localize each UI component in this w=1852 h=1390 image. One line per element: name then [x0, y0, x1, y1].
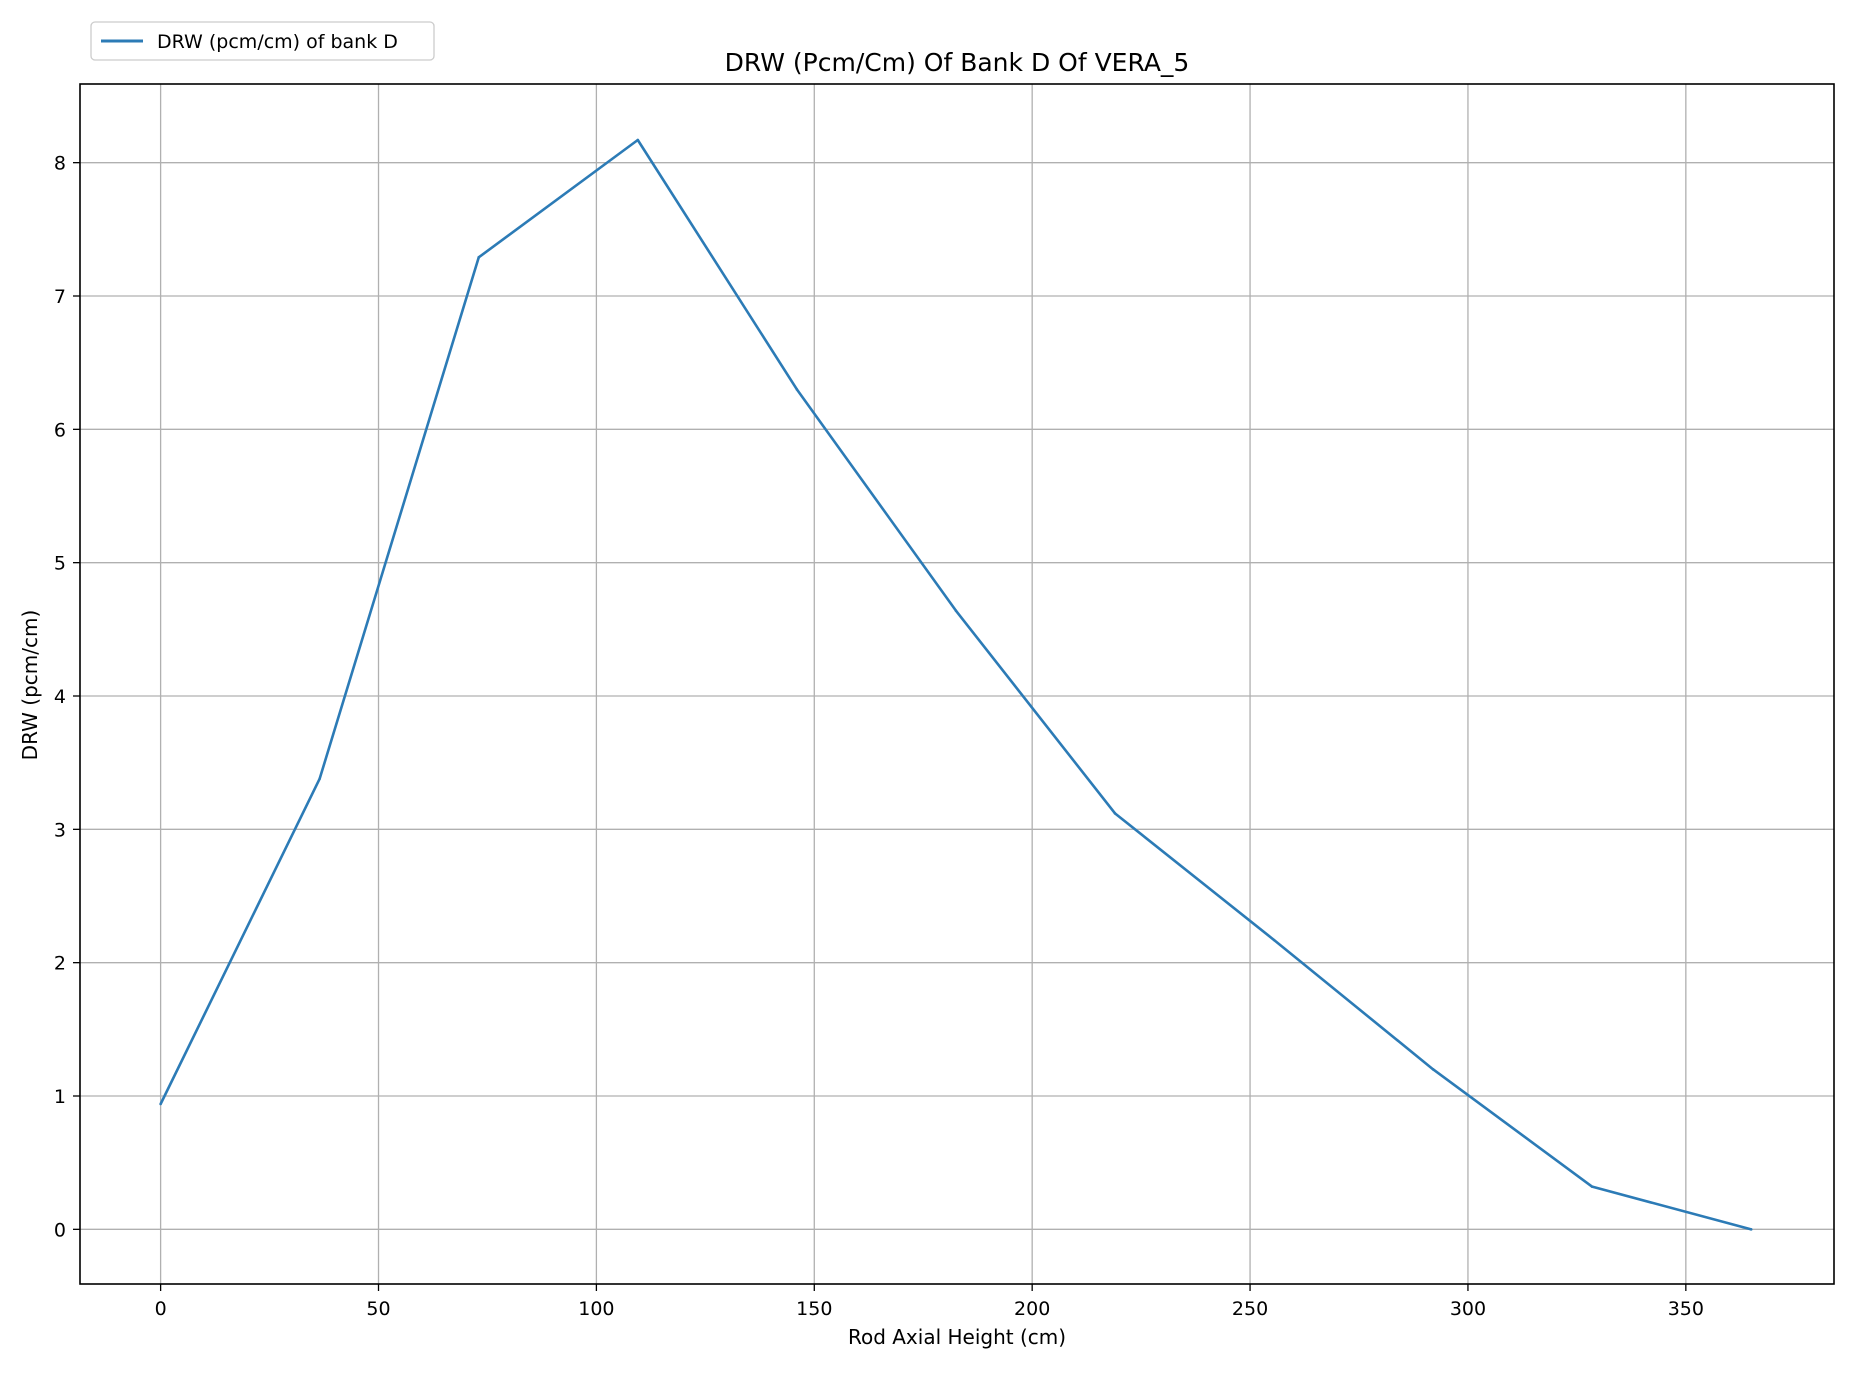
x-tick-label: 250	[1232, 1298, 1268, 1320]
x-tick-label: 200	[1014, 1298, 1050, 1320]
y-tick-label: 1	[54, 1086, 66, 1108]
data-point	[318, 777, 321, 780]
y-tick-label: 0	[54, 1219, 66, 1241]
data-point	[477, 256, 481, 259]
data-point	[1113, 812, 1117, 815]
y-tick-label: 6	[54, 419, 66, 441]
x-tick-label: 350	[1668, 1298, 1704, 1320]
series-layer	[159, 138, 1753, 1231]
y-tick-label: 3	[54, 819, 66, 841]
data-point	[636, 138, 640, 142]
y-axis: 0 1 2 3 4 5 6 7 8	[54, 153, 80, 1241]
series-line	[159, 138, 1752, 1231]
legend-box	[90, 21, 435, 61]
x-tick-label: 0	[155, 1298, 167, 1320]
chart-title: DRW (Pcm/Cm) Of Bank D Of VERA_5	[725, 48, 1190, 77]
x-tick-label: 50	[366, 1298, 390, 1320]
y-tick-label: 4	[54, 686, 66, 708]
data-point	[159, 1102, 162, 1106]
legend: DRW (pcm/cm) of bank D	[90, 21, 435, 61]
legend-entry: DRW (pcm/cm) of bank D	[157, 31, 398, 53]
x-tick-label: 150	[796, 1298, 832, 1320]
y-tick-label: 7	[54, 286, 66, 308]
y-tick-label: 2	[54, 953, 66, 975]
data-point	[1431, 1068, 1435, 1071]
x-axis: 0 50 100 150 200 250 300 350	[155, 1284, 1704, 1320]
data-point	[1272, 938, 1276, 942]
x-axis-label: Rod Axial Height (cm)	[848, 1325, 1066, 1349]
y-axis-label: DRW (pcm/cm)	[18, 610, 42, 761]
x-tick-label: 300	[1450, 1298, 1486, 1320]
y-tick-label: 8	[54, 153, 66, 175]
plot-frame	[79, 83, 1835, 1285]
grid-lines	[80, 84, 1834, 1284]
y-tick-label: 5	[54, 553, 66, 575]
data-point	[954, 609, 958, 612]
x-tick-label: 100	[578, 1298, 614, 1320]
data-point	[1590, 1185, 1594, 1188]
data-point	[795, 388, 799, 391]
data-point	[1749, 1228, 1753, 1231]
